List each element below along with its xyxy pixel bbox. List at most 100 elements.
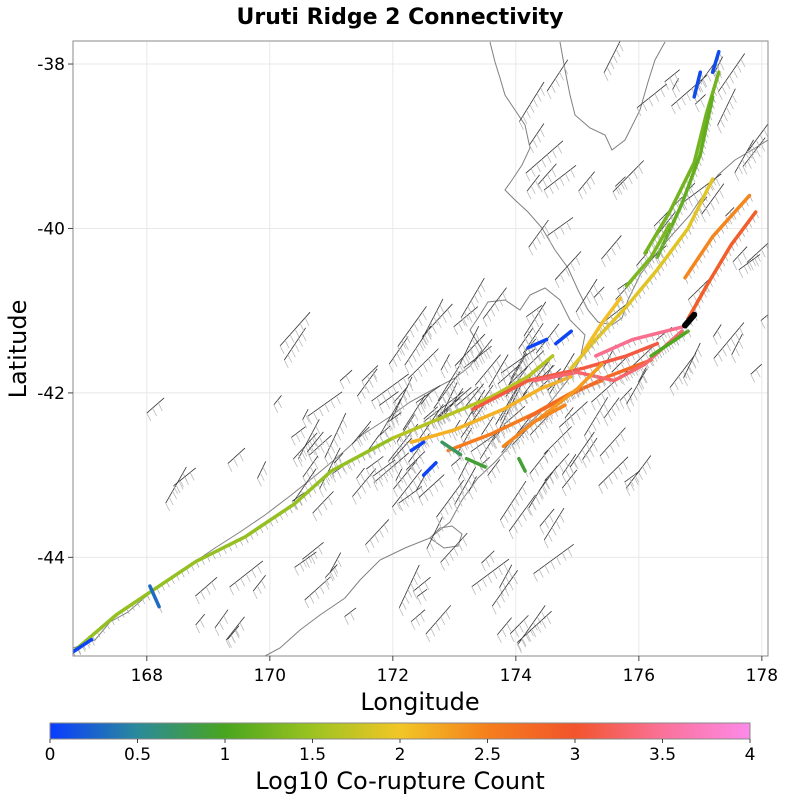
background-fault-box [541,619,547,629]
background-fault-box [521,637,527,647]
background-fault-box [152,407,157,417]
background-fault-box [383,524,389,533]
background-fault-box [396,450,402,459]
background-fault-box [304,599,310,609]
background-fault-box [256,565,262,574]
background-fault-box [526,110,531,119]
background-fault-box [339,425,345,435]
background-fault-box [363,431,369,441]
background-fault-box [455,490,461,499]
background-fault-box [391,506,397,516]
background-fault-box [419,613,425,622]
background-fault-box [328,573,334,582]
background-fault-box [301,332,307,342]
background-fault-trace [361,365,379,382]
background-fault-box [627,176,633,185]
background-fault-box [290,437,296,446]
background-fault-box [741,159,747,168]
background-fault-box [619,400,625,409]
background-fault-box [638,471,643,481]
background-fault-box [504,588,510,597]
background-fault-box [471,338,477,348]
background-fault-box [312,550,318,559]
background-fault-box [436,310,442,320]
background-fault-box [525,633,530,642]
background-fault-box [638,165,643,174]
background-fault-box [347,462,353,471]
background-fault-box [325,477,330,486]
background-fault-box [298,338,303,347]
background-fault-box [205,586,211,595]
background-fault-box [400,436,405,445]
background-fault-trace [701,183,725,215]
background-fault-box [413,576,418,586]
background-fault-box [552,384,558,393]
background-fault-box [412,456,418,465]
background-fault-box [539,490,544,499]
background-fault-box [554,469,559,478]
background-fault-box [671,105,676,115]
background-fault-box [234,582,240,591]
background-fault-box [413,412,419,421]
background-fault-box [372,475,378,485]
background-fault-box [319,436,324,446]
background-fault-box [333,565,339,574]
background-fault-box [536,308,542,318]
background-fault-box [494,434,500,443]
background-fault-box [361,485,367,494]
background-fault-box [603,72,609,82]
background-fault-box [500,594,506,603]
background-fault-box [467,306,473,315]
background-fault-trace [229,560,264,588]
background-fault-box [470,300,476,309]
colorbar-tick-label: 1 [220,745,231,765]
background-fault-box [633,170,638,180]
background-fault-box [491,606,497,615]
background-fault-trace [481,550,495,564]
background-fault-box [496,600,501,609]
background-fault-box [624,481,629,491]
background-fault-box [315,425,321,435]
background-fault-box [496,435,502,444]
background-fault-box [312,437,317,447]
background-fault-box [582,459,587,468]
background-fault-box [485,350,491,359]
background-fault-box [536,93,542,102]
background-fault-box [611,247,616,256]
background-fault-box [738,340,744,349]
background-fault-box [686,92,691,102]
background-fault-box [384,430,390,439]
x-axis-label: Longitude [360,688,479,716]
background-fault-box [227,463,233,472]
background-fault-box [505,415,511,424]
background-fault-box [566,481,572,491]
background-fault-box [361,432,366,441]
background-fault-box [750,374,756,383]
background-fault-box [632,392,638,401]
background-fault-box [415,490,421,500]
background-fault-box [616,241,621,250]
background-fault-box [502,581,507,591]
background-fault-box [565,268,570,277]
background-fault-box [537,184,543,193]
y-axis-label: Latitude [4,300,32,399]
rupture-fault-trace [569,177,715,370]
background-fault-trace [539,508,555,527]
background-fault-box [686,364,692,374]
background-fault-box [726,106,731,116]
background-fault-box [312,474,317,483]
background-fault-trace [404,325,432,366]
background-fault-box [556,556,561,566]
background-fault-box [397,483,403,492]
background-fault-box [546,154,552,163]
background-fault-box [322,482,327,492]
background-fault-box [697,348,702,357]
background-fault-box [617,289,622,298]
background-fault-trace [352,468,377,497]
background-fault-box [716,330,722,339]
rupture-fault-trace [464,456,487,469]
background-fault-box [755,369,761,378]
background-fault-box [378,471,383,481]
background-fault-box [642,466,647,475]
background-fault-box [468,425,474,435]
